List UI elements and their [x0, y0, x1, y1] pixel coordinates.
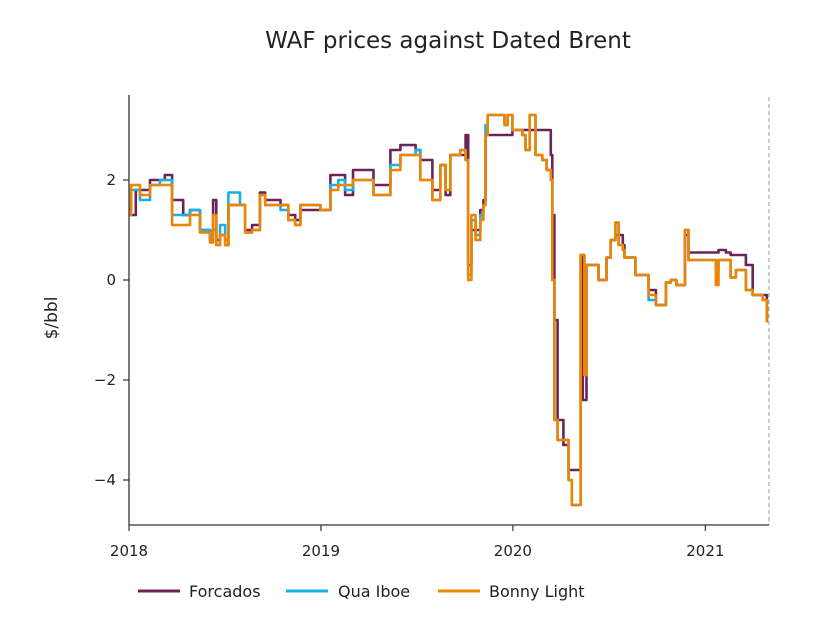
y-tick-label: −2: [94, 371, 116, 389]
y-tick-label: −4: [94, 471, 116, 489]
y-axis-label: $/bbl: [42, 297, 62, 340]
x-tick-label: 2019: [302, 542, 340, 560]
legend-label: Forcados: [189, 582, 261, 601]
series-line-bonny-light: [129, 113, 769, 507]
chart-title: WAF prices against Dated Brent: [265, 28, 631, 54]
y-tick-label: 2: [106, 171, 116, 189]
legend-item-bonny-light[interactable]: Bonny Light: [438, 582, 585, 601]
series-line-forcados: [129, 128, 769, 472]
legend-label: Bonny Light: [489, 582, 585, 601]
series-line-qua-iboe: [129, 113, 769, 507]
legend-item-forcados[interactable]: Forcados: [138, 582, 261, 601]
x-tick-label: 2018: [110, 542, 148, 560]
legend-item-qua-iboe[interactable]: Qua Iboe: [286, 582, 410, 601]
x-tick-label: 2021: [686, 542, 724, 560]
ticks: 2 0 −2 −4 2018 2019 2020 2021: [94, 171, 725, 560]
series-layer: [129, 113, 769, 507]
y-tick-label: 0: [106, 271, 116, 289]
legend-label: Qua Iboe: [338, 582, 410, 601]
legend: Forcados Qua Iboe Bonny Light: [138, 582, 585, 601]
x-tick-label: 2020: [494, 542, 532, 560]
